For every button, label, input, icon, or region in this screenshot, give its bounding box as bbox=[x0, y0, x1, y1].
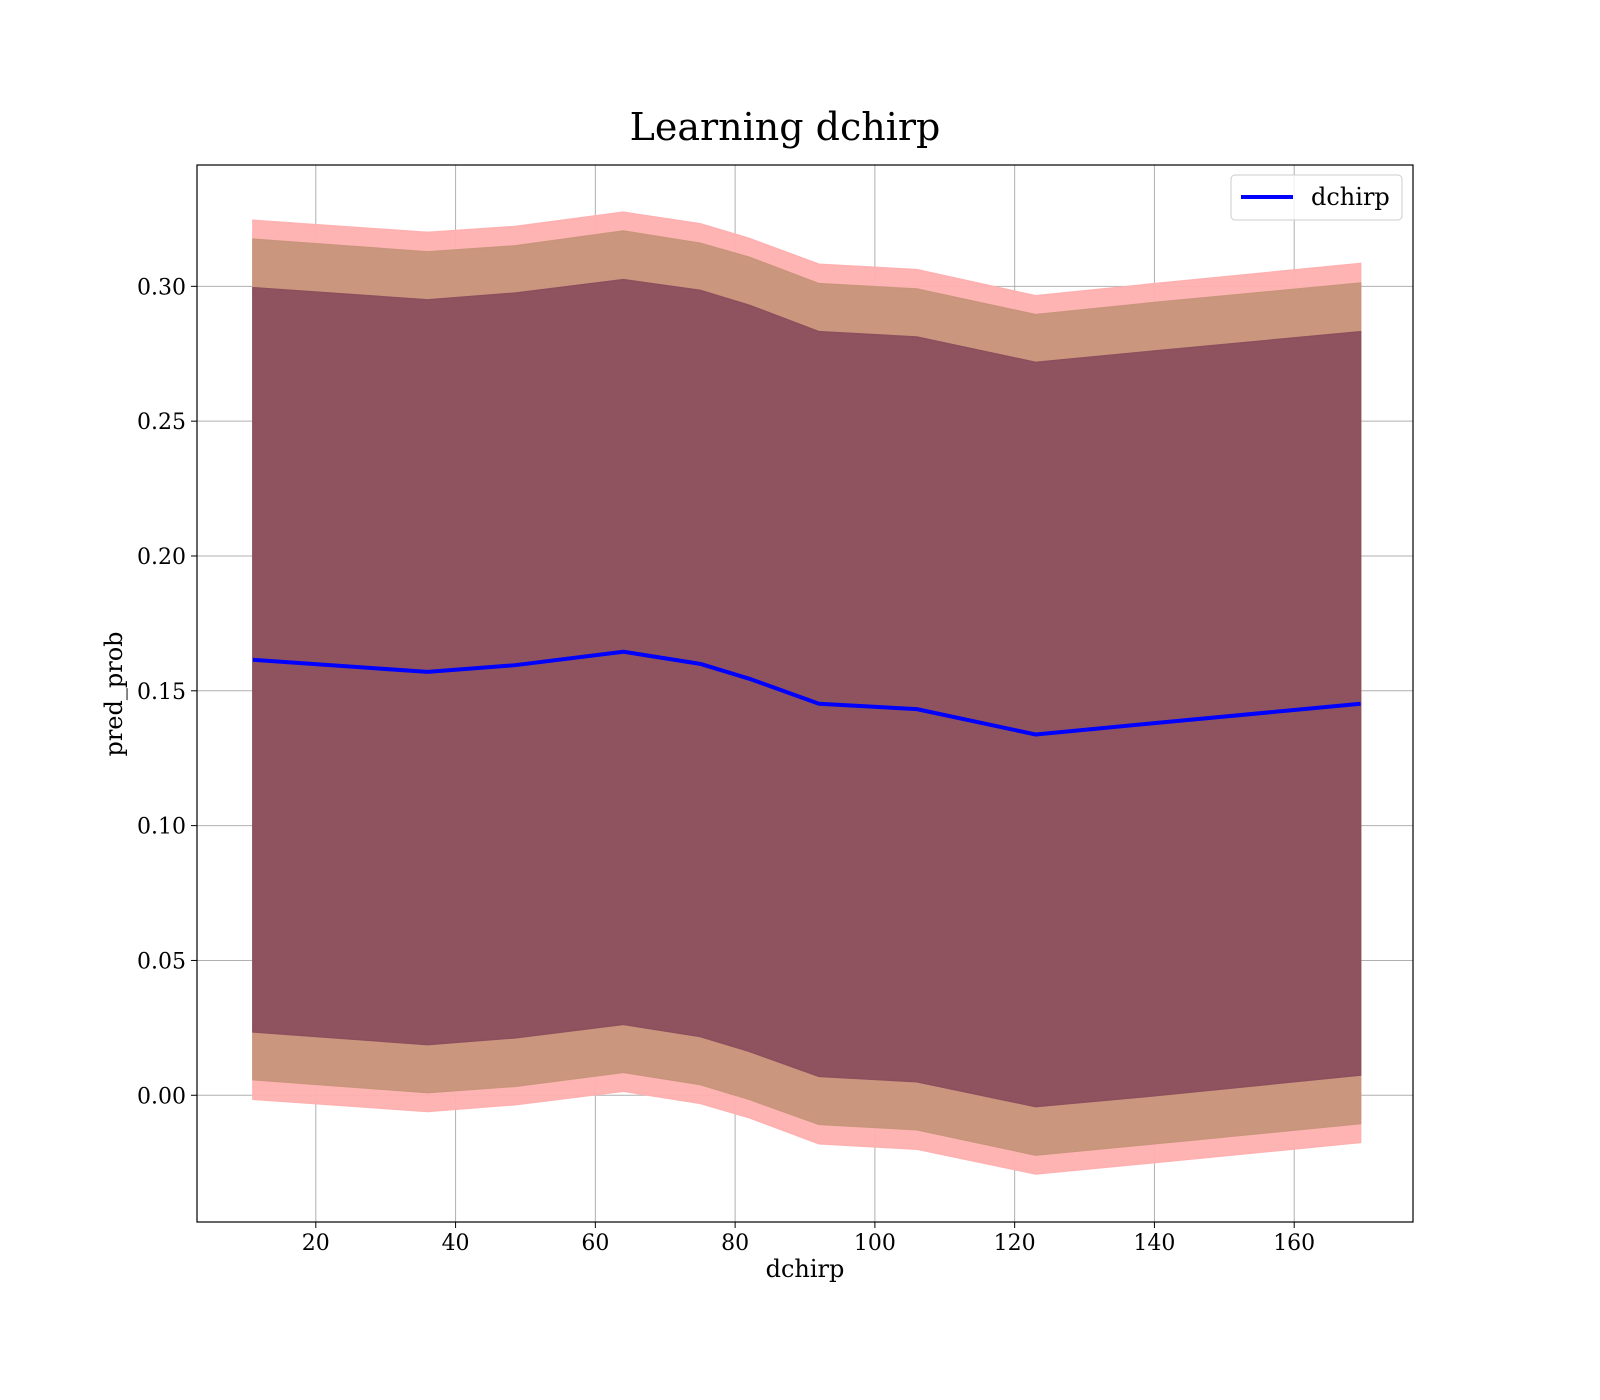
x-tick-label: 100 bbox=[854, 1231, 896, 1256]
confidence-bands bbox=[252, 211, 1362, 1175]
x-tick-label: 120 bbox=[994, 1231, 1036, 1256]
x-tick-label: 160 bbox=[1273, 1231, 1315, 1256]
plot-frame bbox=[196, 164, 1414, 1223]
legend-label-dchirp: dchirp bbox=[1311, 183, 1390, 211]
y-tick-label: 0.15 bbox=[137, 680, 186, 705]
y-axis-label: pred_prob bbox=[100, 631, 128, 756]
y-tick-label: 0.30 bbox=[137, 275, 186, 300]
x-tick-label: 20 bbox=[302, 1231, 330, 1256]
series-line-dchirp bbox=[252, 649, 1361, 737]
x-tick-label: 60 bbox=[581, 1231, 609, 1256]
series-lines bbox=[252, 649, 1361, 737]
y-tick-label: 0.00 bbox=[137, 1084, 186, 1109]
x-tick-label: 140 bbox=[1133, 1231, 1175, 1256]
x-tick-label: 40 bbox=[442, 1231, 470, 1256]
chart-title: Learning dchirp bbox=[630, 105, 941, 149]
axis-ticks: 20 40 60 80 100 120 140 160 0.00 0.05 0.10 0.15 0.20… bbox=[137, 275, 1315, 1256]
y-tick-label: 0.05 bbox=[137, 949, 186, 974]
legend-box bbox=[1230, 174, 1403, 221]
y-tick-label: 0.25 bbox=[137, 410, 186, 435]
x-axis-label: dchirp bbox=[766, 1255, 845, 1283]
legend: dchirp bbox=[1230, 174, 1403, 221]
y-tick-label: 0.10 bbox=[137, 815, 186, 840]
x-tick-label: 80 bbox=[721, 1231, 749, 1256]
y-tick-label: 0.20 bbox=[137, 545, 186, 570]
confidence-band bbox=[252, 278, 1362, 1108]
